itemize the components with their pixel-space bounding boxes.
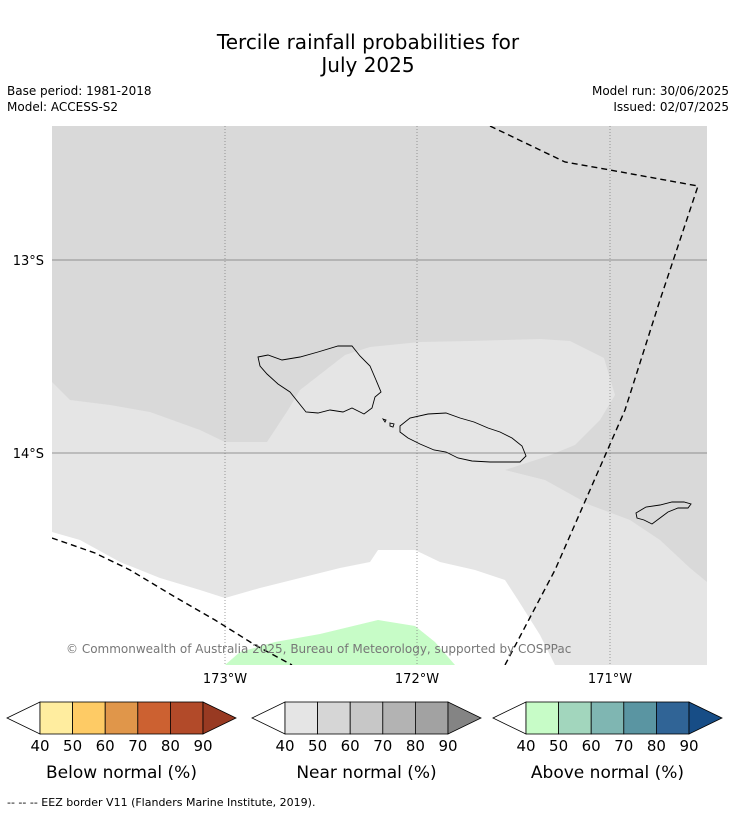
base-period: Base period: 1981-2018 — [7, 84, 152, 98]
colorbar-below-label: Below normal (%) — [46, 763, 197, 783]
colorbar-below-tick: 50 — [63, 737, 82, 755]
colorbar-below-under — [6, 701, 41, 735]
colorbar-above-tick: 50 — [549, 737, 568, 755]
colorbar-above-segment — [656, 701, 690, 735]
colorbar-near-tick: 50 — [308, 737, 327, 755]
colorbar-above: 40 50 60 70 80 90 Above normal (%) — [492, 701, 723, 783]
colorbar-near-tick: 60 — [341, 737, 360, 755]
gridlines — [52, 126, 707, 665]
colorbar-above-tick: 70 — [614, 737, 633, 755]
map-title: Tercile rainfall probabilities for July … — [0, 31, 736, 77]
colorbar-below-segment — [169, 701, 204, 735]
lon-label-172w: 172°W — [395, 672, 439, 687]
above-normal-40-region — [225, 620, 455, 665]
eez-border — [52, 126, 699, 665]
manono-islet — [381, 418, 387, 423]
colorbar-near-tick: 80 — [406, 737, 425, 755]
apolima-islet — [389, 422, 395, 428]
colorbar-below-segment — [39, 701, 73, 735]
lat-label-13s: 13°S — [13, 254, 44, 269]
colorbar-legends: 40 50 60 70 80 90 Below normal (%) 40 50 60 70 80 90… — [6, 701, 723, 783]
meta-right: Model run: 30/06/2025 Issued: 02/07/2025 — [592, 83, 729, 115]
colorbar-below-segment — [104, 701, 139, 735]
colorbar-above-segment — [590, 701, 625, 735]
coastlines — [257, 345, 692, 525]
lon-label-173w: 173°W — [203, 672, 247, 687]
colorbar-near-segment — [317, 701, 351, 735]
colorbar-above-segment — [525, 701, 559, 735]
colorbar-near-label: Near normal (%) — [296, 763, 436, 783]
near-normal-high-region — [52, 126, 707, 582]
colorbar-above-tick: 80 — [647, 737, 666, 755]
colorbar-above-label: Above normal (%) — [531, 763, 684, 783]
eez-footnote: -- -- -- EEZ border V11 (Flanders Marine… — [7, 796, 316, 809]
colorbar-above-tick: 90 — [679, 737, 698, 755]
colorbar-above-tick: 60 — [582, 737, 601, 755]
colorbar-near-over — [447, 701, 482, 735]
colorbar-below-tick: 40 — [30, 737, 49, 755]
title-line-2: July 2025 — [321, 53, 415, 77]
colorbar-near-tick: 90 — [438, 737, 457, 755]
savaii-island — [257, 345, 382, 415]
upolu-island — [399, 412, 527, 463]
copyright-notice: © Commonwealth of Australia 2025, Bureau… — [66, 642, 571, 656]
model-name: Model: ACCESS-S2 — [7, 100, 119, 114]
lat-label-14s: 14°S — [13, 447, 44, 462]
colorbar-above-segment — [623, 701, 657, 735]
colorbar-below: 40 50 60 70 80 90 Below normal (%) — [6, 701, 237, 783]
colorbar-below-tick: 70 — [128, 737, 147, 755]
tutuila-island — [635, 501, 692, 525]
colorbar-near-under — [251, 701, 286, 735]
colorbar-below-tick: 60 — [96, 737, 115, 755]
colorbar-near-tick: 70 — [373, 737, 392, 755]
title-line-1: Tercile rainfall probabilities for — [216, 30, 520, 54]
colorbar-above-segment — [558, 701, 592, 735]
issued-date: Issued: 02/07/2025 — [613, 100, 729, 114]
colorbar-below-segment — [137, 701, 171, 735]
colorbar-above-under — [492, 701, 527, 735]
colorbar-below-tick: 80 — [161, 737, 180, 755]
eez-line-south-west — [52, 537, 293, 665]
colorbar-near-tick: 40 — [275, 737, 294, 755]
colorbar-near-segment — [414, 701, 449, 735]
colorbar-near-segment — [382, 701, 416, 735]
model-run: Model run: 30/06/2025 — [591, 84, 729, 98]
colorbar-below-over — [202, 701, 237, 735]
colorbar-below-segment — [72, 701, 106, 735]
colorbar-near-segment — [284, 701, 318, 735]
colorbar-below-tick: 90 — [193, 737, 212, 755]
colorbar-above-tick: 40 — [516, 737, 535, 755]
lon-label-171w: 171°W — [588, 672, 632, 687]
map-area: © Commonwealth of Australia 2025, Bureau… — [52, 126, 707, 665]
colorbar-near-segment — [349, 701, 384, 735]
colorbar-above-over — [688, 701, 723, 735]
meta-left: Base period: 1981-2018 Model: ACCESS-S2 — [7, 83, 152, 115]
